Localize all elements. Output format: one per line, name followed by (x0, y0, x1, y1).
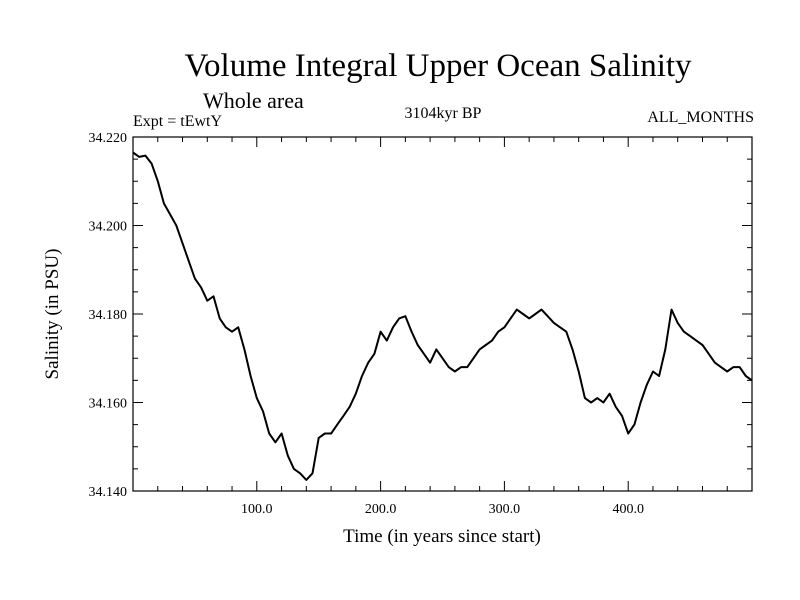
chart-subtitle: Whole area (203, 88, 304, 113)
y-tick-label: 34.160 (89, 397, 128, 412)
x-tick-label: 300.0 (489, 502, 521, 517)
x-tick-label: 100.0 (241, 502, 273, 517)
y-axis-label: Salinity (in PSU) (42, 249, 63, 380)
epoch-label: 3104kyr BP (404, 105, 482, 122)
experiment-label: Expt = tEwtY (133, 113, 223, 130)
season-label: ALL_MONTHS (647, 109, 754, 126)
x-axis-label: Time (in years since start) (343, 526, 541, 547)
y-tick-label: 34.180 (89, 308, 128, 323)
y-tick-label: 34.140 (89, 485, 128, 500)
x-tick-label: 400.0 (612, 502, 644, 517)
chart-title: Volume Integral Upper Ocean Salinity (184, 48, 692, 84)
plot-frame (132, 136, 753, 492)
y-tick-label: 34.200 (89, 220, 128, 235)
y-tick-label: 34.220 (89, 131, 128, 146)
series-line-salinity (132, 151, 753, 481)
x-tick-label: 200.0 (365, 502, 397, 517)
